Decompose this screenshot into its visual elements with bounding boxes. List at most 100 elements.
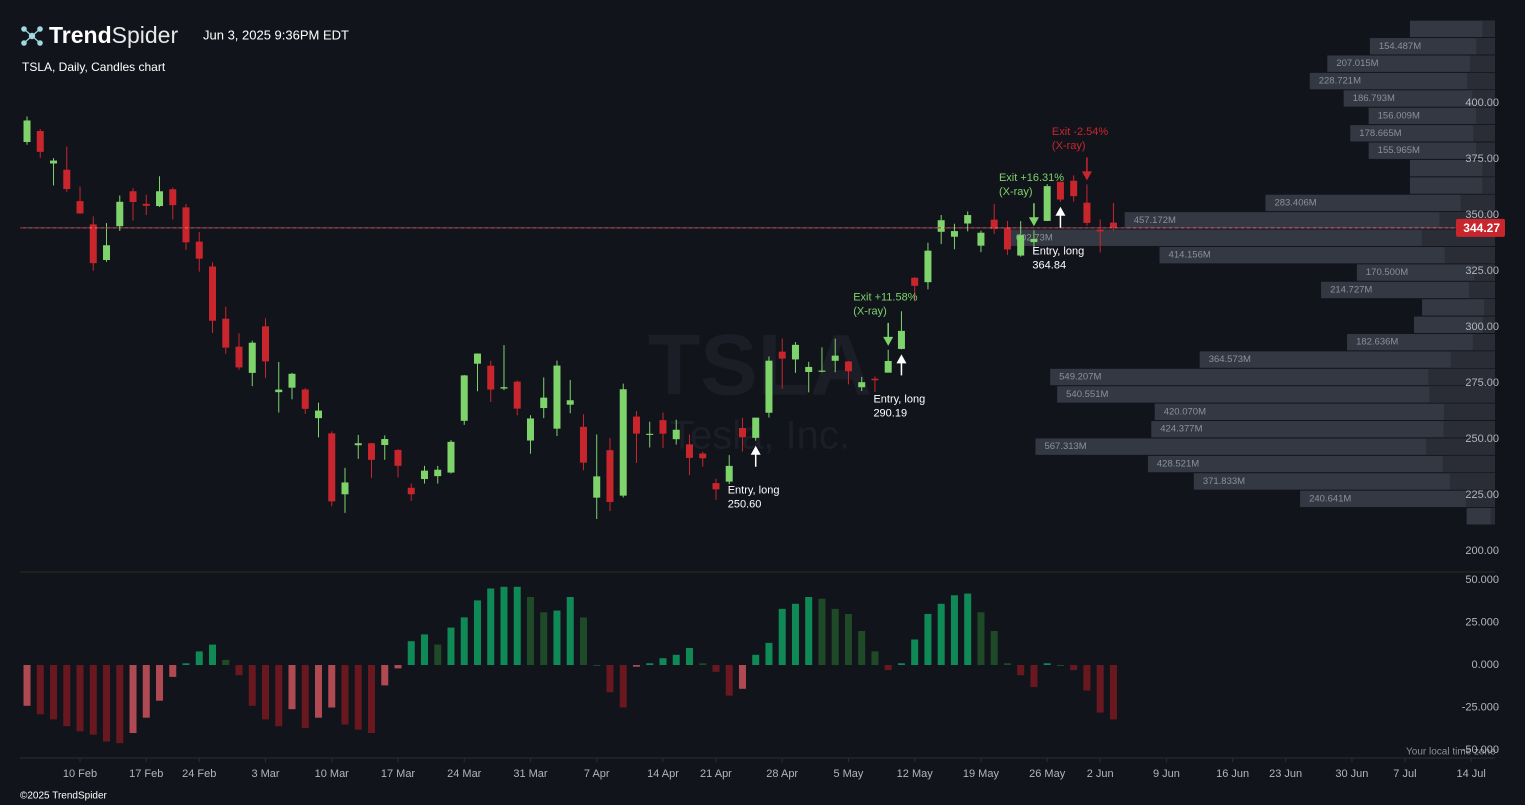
entry-price: 290.19	[873, 407, 907, 419]
volume-profile-bar-split	[1482, 177, 1495, 194]
histogram-bar	[844, 613, 852, 665]
y-tick-label: 225.00	[1465, 489, 1499, 501]
volume-profile-bar-split	[1443, 403, 1495, 421]
histogram-bar	[513, 586, 521, 665]
candle-body	[513, 381, 521, 409]
histogram-bar	[897, 663, 905, 665]
entry-arrow	[896, 354, 907, 376]
volume-profile-bar	[1147, 455, 1495, 473]
candle-body	[328, 433, 336, 502]
histogram-bar	[50, 665, 58, 720]
y-tick-label: 50.000	[1465, 574, 1499, 586]
histogram-bar	[129, 665, 137, 734]
histogram-bar	[1070, 665, 1078, 671]
histogram-bar	[752, 654, 760, 665]
histogram-bar	[460, 617, 468, 665]
histogram-bar	[725, 665, 733, 696]
histogram-bar	[1109, 665, 1117, 720]
candle-body	[50, 160, 58, 164]
candle-body	[262, 326, 270, 362]
candle-body	[897, 330, 905, 349]
candle-body	[752, 417, 760, 438]
volume-profile-label: 182.636M	[1356, 337, 1398, 348]
volume-profile-bar	[1409, 159, 1495, 177]
volume-profile-bar	[1193, 473, 1495, 490]
candle-body	[977, 232, 985, 246]
exit-label: Exit +16.31%	[999, 172, 1064, 184]
histogram-bar	[699, 663, 707, 665]
volume-profile-bar-split	[1476, 142, 1495, 159]
candle-body	[924, 250, 932, 283]
volume-profile-bar	[1154, 403, 1495, 421]
histogram-bar	[778, 608, 786, 665]
volume-profile-label: 240.641M	[1309, 493, 1351, 504]
volume-profile-bar	[1369, 38, 1495, 55]
entry-price: 364.84	[1032, 260, 1066, 272]
candle-body	[1017, 235, 1025, 256]
candle-body	[646, 433, 654, 435]
histogram-bar	[288, 665, 296, 710]
volume-profile-label: 424.377M	[1160, 424, 1202, 435]
candle-body	[367, 443, 375, 460]
volume-profile-bar-split	[1472, 90, 1495, 107]
volume-profile-bar-split	[1428, 368, 1495, 386]
histogram-bar	[473, 600, 481, 665]
histogram-bar	[553, 610, 561, 665]
candle-body	[394, 449, 402, 466]
x-tick-label: 5 May	[833, 768, 863, 780]
histogram-bar	[805, 596, 813, 665]
exit-note: (X-ray)	[853, 306, 887, 318]
volume-profile-bar	[1300, 490, 1495, 508]
histogram-bar	[1096, 665, 1104, 713]
candle-body	[36, 131, 44, 152]
candle-body	[209, 266, 217, 321]
histogram-bar	[142, 665, 150, 718]
histogram-bar	[924, 613, 932, 665]
volume-profile-bar-split	[1476, 38, 1495, 55]
candle-body	[858, 382, 866, 388]
histogram-bar	[487, 588, 495, 665]
volume-profile-label: 228.721M	[1319, 76, 1361, 87]
volume-profile-bar-split	[1449, 473, 1495, 490]
x-tick-label: 7 Apr	[584, 768, 610, 780]
candle-body	[288, 373, 296, 388]
histogram-bar	[89, 665, 97, 735]
volume-profile-bar-split	[1460, 194, 1495, 212]
volume-profile-bar	[1347, 333, 1495, 351]
y-tick-label: 375.00	[1465, 153, 1499, 165]
candle-body	[1056, 181, 1064, 200]
logo-dot	[37, 26, 43, 32]
candle-body	[659, 420, 667, 434]
histogram-bar	[579, 617, 587, 665]
candle-body	[738, 427, 746, 438]
volume-profile-bar-split	[1472, 333, 1495, 351]
volume-profile-bar-split	[1429, 386, 1495, 403]
candle-body	[818, 370, 826, 372]
y-tick-label: -50.000	[1462, 744, 1499, 756]
histogram-bar	[672, 654, 680, 665]
volume-profile-label: 457.172M	[1134, 215, 1176, 226]
candle-body	[156, 191, 164, 207]
volume-profile-bar-split	[1444, 246, 1495, 264]
histogram-bar	[248, 665, 256, 706]
last-price-box	[1456, 218, 1505, 237]
volume-profile-bar	[1350, 125, 1495, 142]
volume-profile-label: 549.207M	[1059, 372, 1101, 383]
candle-body	[381, 439, 389, 446]
candle-body	[1043, 186, 1051, 221]
y-tick-label: 250.00	[1465, 433, 1499, 445]
volume-profile-bar-split	[1490, 508, 1495, 525]
volume-profile-label: 207.015M	[1336, 58, 1378, 69]
candle-body	[579, 426, 587, 463]
volume-profile-bar	[1050, 368, 1495, 386]
x-tick-label: 3 Mar	[251, 768, 279, 780]
volume-profile-bar-split	[1468, 281, 1495, 299]
histogram-bar	[63, 665, 71, 727]
entry-price: 250.60	[728, 499, 762, 511]
histogram-bar	[182, 663, 190, 665]
volume-profile-bar-split	[1443, 421, 1495, 438]
volume-profile-label: 567.313M	[1044, 441, 1086, 452]
candle-body	[169, 189, 177, 206]
volume-profile-label: 428.521M	[1157, 459, 1199, 470]
